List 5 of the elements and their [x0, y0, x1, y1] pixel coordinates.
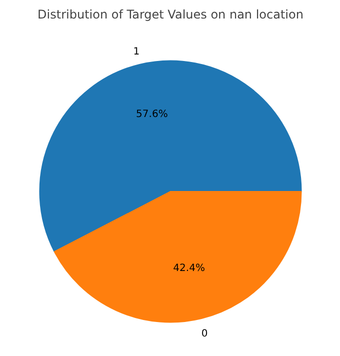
data-label: 42.4%: [173, 262, 205, 274]
slice-label: 1: [133, 46, 140, 58]
data-label: 57.6%: [136, 109, 168, 120]
chart-title: Distribution of Target Values on nan location: [38, 8, 304, 22]
slice-label: 0: [201, 328, 208, 340]
